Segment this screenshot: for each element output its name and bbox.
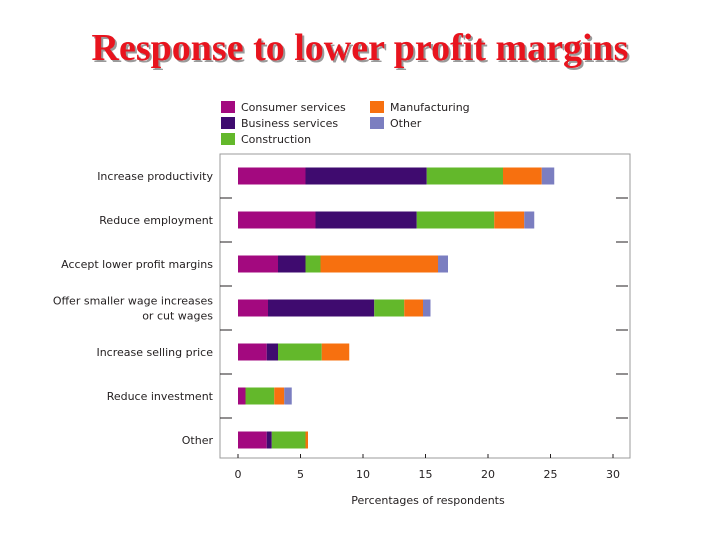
bar-segment — [245, 387, 275, 405]
page-title: Response to lower profit margins — [91, 27, 629, 69]
bar-segment — [238, 167, 306, 185]
bar-segment — [266, 431, 272, 449]
bar-segment — [274, 387, 285, 405]
legend-swatch — [221, 101, 235, 113]
bar-segment — [278, 343, 322, 361]
bar-segment — [278, 255, 306, 273]
bar-segment — [238, 431, 267, 449]
bar-segment — [271, 431, 306, 449]
bar-segment — [541, 167, 555, 185]
bar-segment — [305, 167, 427, 185]
legend: Consumer services Business services Constr… — [221, 101, 470, 146]
legend-swatch — [370, 101, 384, 113]
bar-segment — [426, 167, 503, 185]
bar-segment — [315, 211, 417, 229]
bar-segment — [404, 299, 423, 317]
bar-segment — [374, 299, 405, 317]
category-label: Accept lower profit margins — [61, 258, 213, 271]
x-tick-label: 25 — [544, 468, 558, 481]
x-axis: 0 5 10 15 20 25 30 Percentages of respondents — [235, 454, 620, 507]
bar-segment — [438, 255, 448, 273]
category-label: Reduce investment — [107, 390, 214, 403]
x-tick-label: 20 — [481, 468, 495, 481]
bar-segment — [320, 255, 438, 273]
bar-segment — [423, 299, 431, 317]
legend-label: Consumer services — [241, 101, 346, 114]
bar-segment — [503, 167, 542, 185]
bar-segment — [305, 431, 308, 449]
category-label: or cut wages — [142, 310, 213, 323]
legend-label: Construction — [241, 133, 311, 146]
bar-segment — [238, 299, 268, 317]
legend-label: Manufacturing — [390, 101, 470, 114]
bar-segment — [268, 299, 375, 317]
legend-label: Other — [390, 117, 422, 130]
bar-segment — [238, 255, 278, 273]
bar-segment — [238, 387, 246, 405]
x-tick-label: 30 — [606, 468, 620, 481]
bar-segment — [416, 211, 495, 229]
bar-segment — [238, 343, 267, 361]
bar-segment — [266, 343, 278, 361]
legend-label: Business services — [241, 117, 338, 130]
bar-segment — [321, 343, 350, 361]
bar-segment — [494, 211, 525, 229]
x-tick-label: 15 — [419, 468, 433, 481]
bar-segment — [284, 387, 292, 405]
category-label: Reduce employment — [99, 214, 213, 227]
x-tick-label: 5 — [297, 468, 304, 481]
bar-segment — [524, 211, 535, 229]
bar-segment — [238, 211, 316, 229]
x-axis-label: Percentages of respondents — [351, 494, 505, 507]
category-label: Increase selling price — [96, 346, 213, 359]
category-labels: Increase productivity Reduce employment Ac… — [53, 170, 214, 447]
bar-segment — [305, 255, 321, 273]
x-tick-label: 0 — [235, 468, 242, 481]
category-label: Other — [182, 434, 214, 447]
bars — [238, 167, 555, 449]
legend-swatch — [221, 117, 235, 129]
x-tick-label: 10 — [356, 468, 370, 481]
legend-swatch — [221, 133, 235, 145]
category-label: Increase productivity — [97, 170, 213, 183]
category-label: Offer smaller wage increases — [53, 295, 213, 308]
legend-swatch — [370, 117, 384, 129]
